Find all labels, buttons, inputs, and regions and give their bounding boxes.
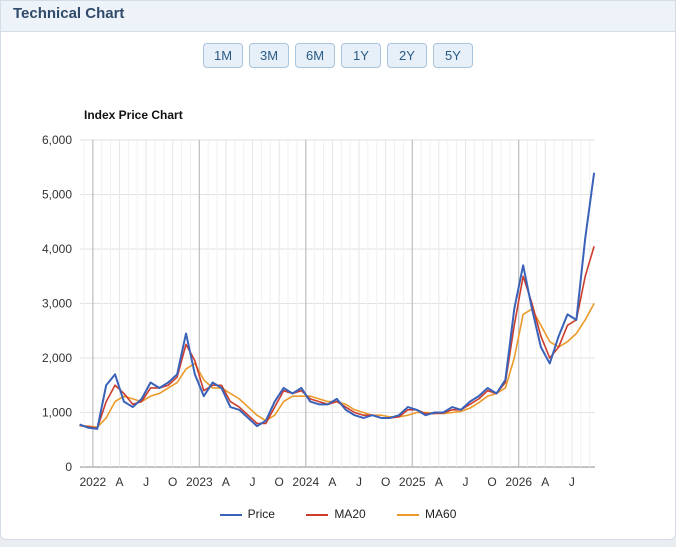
legend-item-price[interactable]: Price: [219, 507, 275, 521]
legend-label-ma20: MA20: [334, 507, 366, 521]
range-selector: 1M 3M 6M 1Y 2Y 5Y: [0, 43, 676, 68]
x-tick-label: J: [250, 475, 256, 489]
y-tick-label: 4,000: [42, 242, 72, 256]
legend-label-ma60: MA60: [425, 507, 457, 521]
range-button-3m[interactable]: 3M: [249, 43, 289, 68]
panel-header: Technical Chart: [1, 1, 675, 32]
x-tick-label: J: [356, 475, 362, 489]
range-button-6m[interactable]: 6M: [295, 43, 335, 68]
legend-item-ma20[interactable]: MA20: [306, 507, 366, 521]
x-tick-label: A: [328, 475, 336, 489]
x-tick-label: A: [541, 475, 549, 489]
x-tick-label: 2022: [80, 475, 107, 489]
x-tick-label: O: [168, 475, 177, 489]
y-tick-label: 5,000: [42, 188, 72, 202]
x-tick-label: A: [435, 475, 443, 489]
x-tick-label: A: [115, 475, 123, 489]
range-button-2y[interactable]: 2Y: [387, 43, 427, 68]
x-tick-label: 2024: [292, 475, 319, 489]
x-tick-label: A: [222, 475, 230, 489]
y-tick-label: 2,000: [42, 351, 72, 365]
x-tick-label: 2025: [399, 475, 426, 489]
series-line-ma20: [79, 246, 595, 430]
x-tick-label: O: [487, 475, 496, 489]
range-button-1y[interactable]: 1Y: [341, 43, 381, 68]
chart-title: Index Price Chart: [84, 108, 183, 122]
y-tick-label: 0: [65, 460, 72, 474]
x-tick-label: J: [143, 475, 149, 489]
range-button-1m[interactable]: 1M: [203, 43, 243, 68]
x-tick-label: J: [462, 475, 468, 489]
x-tick-label: O: [381, 475, 390, 489]
y-tick-label: 6,000: [42, 133, 72, 147]
chart-legend: Price MA20 MA60: [0, 507, 676, 521]
legend-item-ma60[interactable]: MA60: [397, 507, 456, 521]
series-line-ma60: [79, 303, 595, 429]
x-tick-label: O: [274, 475, 283, 489]
legend-swatch-ma60: [397, 513, 420, 516]
y-tick-label: 3,000: [42, 297, 72, 311]
y-tick-label: 1,000: [42, 406, 72, 420]
legend-swatch-price: [219, 513, 242, 516]
legend-label-price: Price: [247, 507, 275, 521]
series-line-price: [79, 172, 596, 430]
x-tick-label: J: [569, 475, 575, 489]
range-button-5y[interactable]: 5Y: [433, 43, 473, 68]
x-tick-label: 2023: [186, 475, 213, 489]
x-tick-label: 2026: [505, 475, 532, 489]
legend-swatch-ma20: [306, 513, 329, 516]
panel-title: Technical Chart: [13, 5, 125, 22]
